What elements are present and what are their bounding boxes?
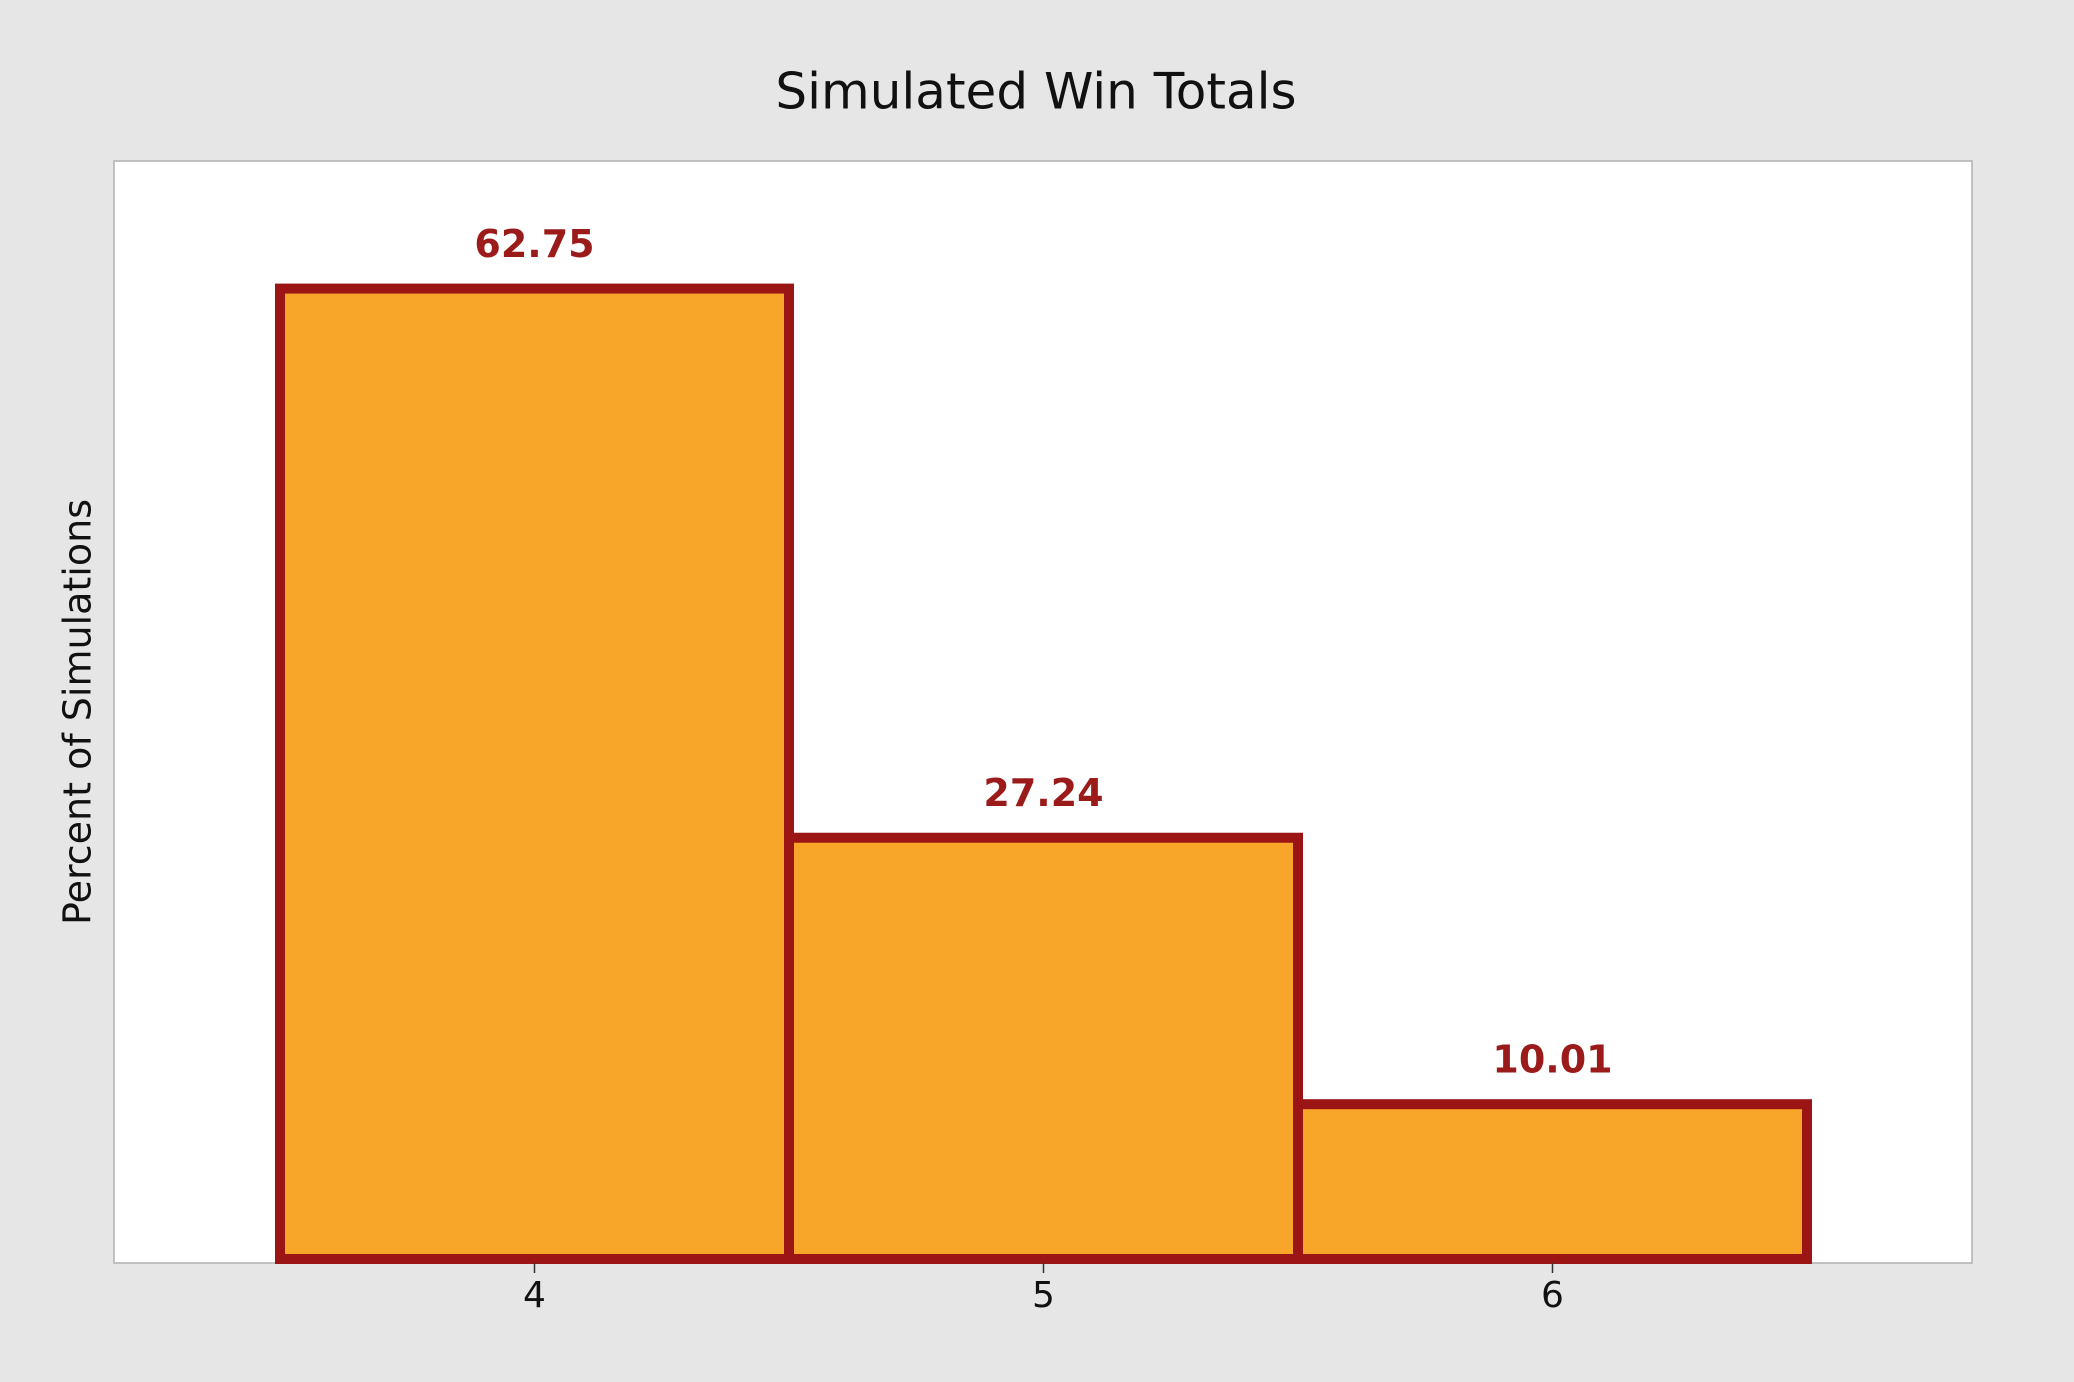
value-label: 62.75 [474, 222, 594, 266]
bar [784, 832, 1303, 1264]
y-axis-label: Percent of Simulations [56, 499, 100, 925]
value-label: 10.01 [1492, 1038, 1612, 1082]
value-label: 27.24 [983, 771, 1103, 815]
bar [1293, 1099, 1812, 1265]
x-tick-label: 6 [1541, 1275, 1564, 1316]
bar [275, 283, 794, 1264]
x-tick-label: 4 [523, 1275, 546, 1316]
x-tick-label: 5 [1032, 1275, 1055, 1316]
chart-title: Simulated Win Totals [775, 63, 1296, 121]
